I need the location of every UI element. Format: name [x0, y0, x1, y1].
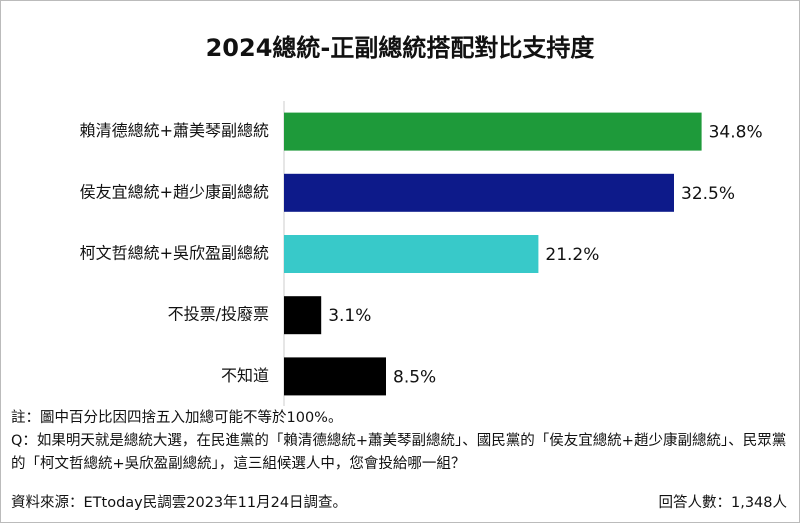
value-label: 34.8% — [709, 123, 763, 143]
bar — [284, 357, 386, 396]
bar — [284, 112, 702, 151]
value-label: 3.1% — [328, 306, 371, 326]
category-label: 賴清德總統+蕭美琴副總統 — [80, 121, 269, 140]
source: 資料來源：ETtoday民調雲2023年11月24日調查。 — [11, 495, 348, 511]
sample-size: 回答人數：1,348人 — [658, 495, 787, 511]
bar — [284, 235, 539, 273]
bar — [284, 173, 674, 212]
value-label: 32.5% — [681, 184, 735, 204]
note: 註：圖中百分比因四捨五入加總可能不等於100%。 — [11, 410, 343, 426]
chart: 2024總統-正副總統搭配對比支持度 賴清德總統+蕭美琴副總統 34.8% 侯友宜總… — [80, 34, 763, 406]
value-label: 21.2% — [545, 245, 599, 265]
value-label: 8.5% — [393, 367, 436, 387]
category-label: 不投票/投廢票 — [168, 305, 269, 324]
category-label: 柯文哲總統+吳欣盈副總統 — [80, 244, 269, 263]
category-label: 侯友宜總統+趙少康副總統 — [80, 182, 269, 201]
category-label: 不知道 — [221, 366, 269, 385]
bar — [284, 296, 322, 335]
chart-title: 2024總統-正副總統搭配對比支持度 — [206, 34, 596, 62]
question: Q：如果明天就是總統大選，在民進黨的「賴清德總統+蕭美琴副總統」、國民黨的「侯友… — [11, 433, 787, 472]
